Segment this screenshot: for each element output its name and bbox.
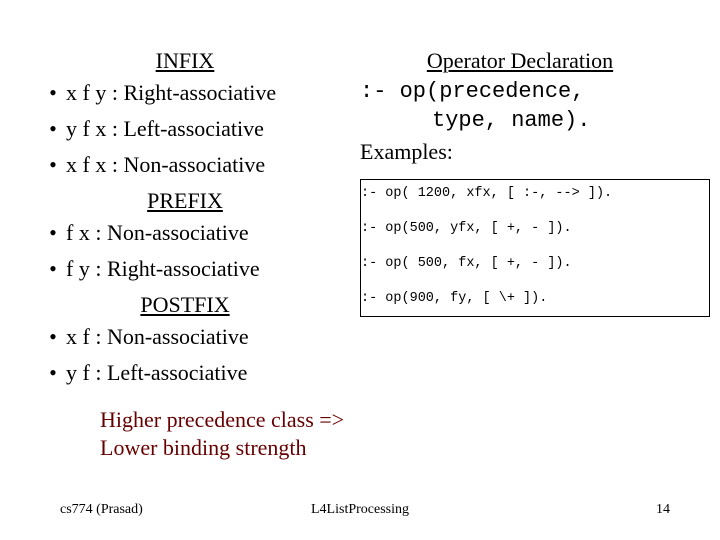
- precedence-note: Higher precedence class => Lower binding…: [100, 406, 680, 461]
- item-text: x f x : Non-associative: [66, 152, 265, 178]
- bullet-dot: •: [40, 220, 66, 246]
- bullet-dot: •: [40, 116, 66, 142]
- example-line: :- op( 500, fx, [ +, - ]).: [361, 256, 709, 271]
- declaration-line-1: :- op(precedence,: [360, 78, 680, 107]
- item-text: x f : Non-associative: [66, 324, 249, 350]
- right-column: Operator Declaration :- op(precedence, t…: [360, 48, 680, 396]
- footer-left: cs774 (Prasad): [60, 502, 143, 518]
- bullet-dot: •: [40, 80, 66, 106]
- footer-center: L4ListProcessing: [311, 502, 409, 518]
- list-item: • x f x : Non-associative: [40, 152, 330, 178]
- list-item: • f y : Right-associative: [40, 256, 330, 282]
- list-item: • f x : Non-associative: [40, 220, 330, 246]
- left-column: INFIX • x f y : Right-associative • y f …: [40, 48, 330, 396]
- footer-page-number: 14: [656, 502, 670, 518]
- note-line-1: Higher precedence class =>: [100, 407, 344, 432]
- prefix-title: PREFIX: [40, 188, 330, 214]
- bullet-dot: •: [40, 152, 66, 178]
- postfix-title: POSTFIX: [40, 292, 330, 318]
- two-column-layout: INFIX • x f y : Right-associative • y f …: [40, 48, 680, 396]
- list-item: • y f : Left-associative: [40, 360, 330, 386]
- slide-content: INFIX • x f y : Right-associative • y f …: [40, 48, 680, 461]
- item-text: f x : Non-associative: [66, 220, 249, 246]
- bullet-dot: •: [40, 256, 66, 282]
- list-item: • x f : Non-associative: [40, 324, 330, 350]
- example-line: :- op(900, fy, [ \+ ]).: [361, 291, 709, 306]
- item-text: x f y : Right-associative: [66, 80, 276, 106]
- item-text: y f : Left-associative: [66, 360, 247, 386]
- examples-label: Examples:: [360, 139, 680, 165]
- infix-title: INFIX: [40, 48, 330, 74]
- list-item: • x f y : Right-associative: [40, 80, 330, 106]
- item-text: f y : Right-associative: [66, 256, 260, 282]
- note-line-2: Lower binding strength: [100, 435, 307, 460]
- declaration-line-2: type, name).: [360, 107, 680, 136]
- list-item: • y f x : Left-associative: [40, 116, 330, 142]
- operator-declaration-title: Operator Declaration: [360, 48, 680, 74]
- example-line: :- op( 1200, xfx, [ :-, --> ]).: [361, 186, 709, 201]
- examples-box: :- op( 1200, xfx, [ :-, --> ]). :- op(50…: [360, 179, 710, 317]
- bullet-dot: •: [40, 360, 66, 386]
- bullet-dot: •: [40, 324, 66, 350]
- item-text: y f x : Left-associative: [66, 116, 264, 142]
- example-line: :- op(500, yfx, [ +, - ]).: [361, 221, 709, 236]
